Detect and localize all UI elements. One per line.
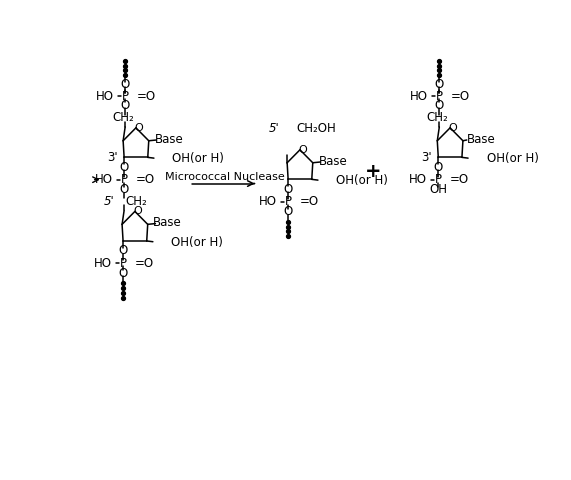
Text: CH₂: CH₂: [112, 111, 134, 124]
Text: =O: =O: [135, 257, 154, 270]
Text: O: O: [435, 78, 444, 91]
Text: Micrococcal Nuclease: Micrococcal Nuclease: [165, 172, 285, 181]
Text: =O: =O: [300, 195, 319, 208]
Text: O: O: [119, 183, 128, 196]
Text: O: O: [433, 161, 443, 174]
Text: CH₂OH: CH₂OH: [297, 121, 337, 134]
Text: 3': 3': [421, 151, 432, 164]
Text: O: O: [435, 99, 444, 112]
Text: Base: Base: [319, 155, 347, 168]
Text: HO: HO: [95, 173, 112, 186]
Text: HO: HO: [409, 173, 427, 186]
Text: OH(or H): OH(or H): [486, 153, 538, 166]
Text: O: O: [120, 99, 130, 112]
Text: 3': 3': [107, 151, 118, 164]
Text: Base: Base: [154, 216, 182, 229]
Text: HO: HO: [410, 90, 428, 103]
Text: P: P: [436, 90, 443, 103]
Text: =O: =O: [136, 90, 156, 103]
Text: O: O: [134, 206, 142, 216]
Text: CH₂: CH₂: [426, 111, 448, 124]
Text: P: P: [122, 90, 128, 103]
Text: O: O: [135, 123, 143, 133]
Text: HO: HO: [94, 257, 111, 270]
Text: =O: =O: [136, 173, 155, 186]
Text: P: P: [284, 195, 292, 208]
Text: Base: Base: [154, 133, 183, 146]
Text: 5': 5': [269, 121, 280, 134]
Text: +: +: [365, 163, 381, 181]
Text: OH: OH: [429, 183, 447, 196]
Text: O: O: [118, 244, 128, 257]
Text: O: O: [119, 161, 128, 174]
Text: P: P: [119, 257, 127, 270]
Text: HO: HO: [259, 195, 276, 208]
Text: O: O: [118, 267, 128, 280]
Text: O: O: [283, 183, 293, 196]
Text: O: O: [120, 78, 130, 91]
Text: OH(or H): OH(or H): [172, 153, 224, 166]
Text: =O: =O: [451, 90, 470, 103]
Text: P: P: [435, 173, 442, 186]
Text: OH(or H): OH(or H): [171, 236, 223, 249]
Text: Base: Base: [467, 133, 496, 146]
Text: =O: =O: [450, 173, 469, 186]
Text: 5': 5': [104, 195, 115, 208]
Text: HO: HO: [95, 90, 114, 103]
Text: CH₂: CH₂: [126, 195, 147, 208]
Text: O: O: [449, 123, 457, 133]
Text: OH(or H): OH(or H): [336, 174, 388, 187]
Text: O: O: [283, 205, 293, 218]
Text: P: P: [120, 173, 127, 186]
Text: O: O: [299, 145, 307, 155]
